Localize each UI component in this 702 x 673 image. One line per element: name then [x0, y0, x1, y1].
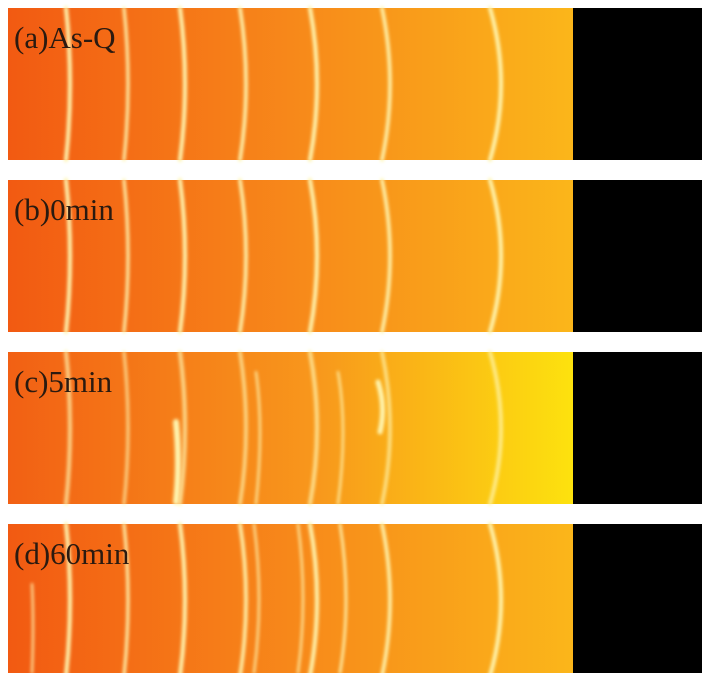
panel-label: (d)60min — [14, 536, 130, 571]
mask — [573, 352, 702, 504]
panel-label: (c)5min — [14, 364, 113, 399]
panel-label: (b)0min — [14, 192, 114, 227]
figure: (a)As-Q (b)0min (c)5min (d)60min — [0, 0, 702, 673]
panel-label: (a)As-Q — [14, 20, 116, 55]
mask — [573, 524, 702, 673]
mask — [573, 8, 702, 160]
mask — [573, 180, 702, 332]
panel: (c)5min — [8, 352, 702, 504]
panel: (a)As-Q — [8, 8, 702, 160]
panel: (d)60min — [8, 524, 702, 673]
panel: (b)0min — [8, 180, 702, 332]
